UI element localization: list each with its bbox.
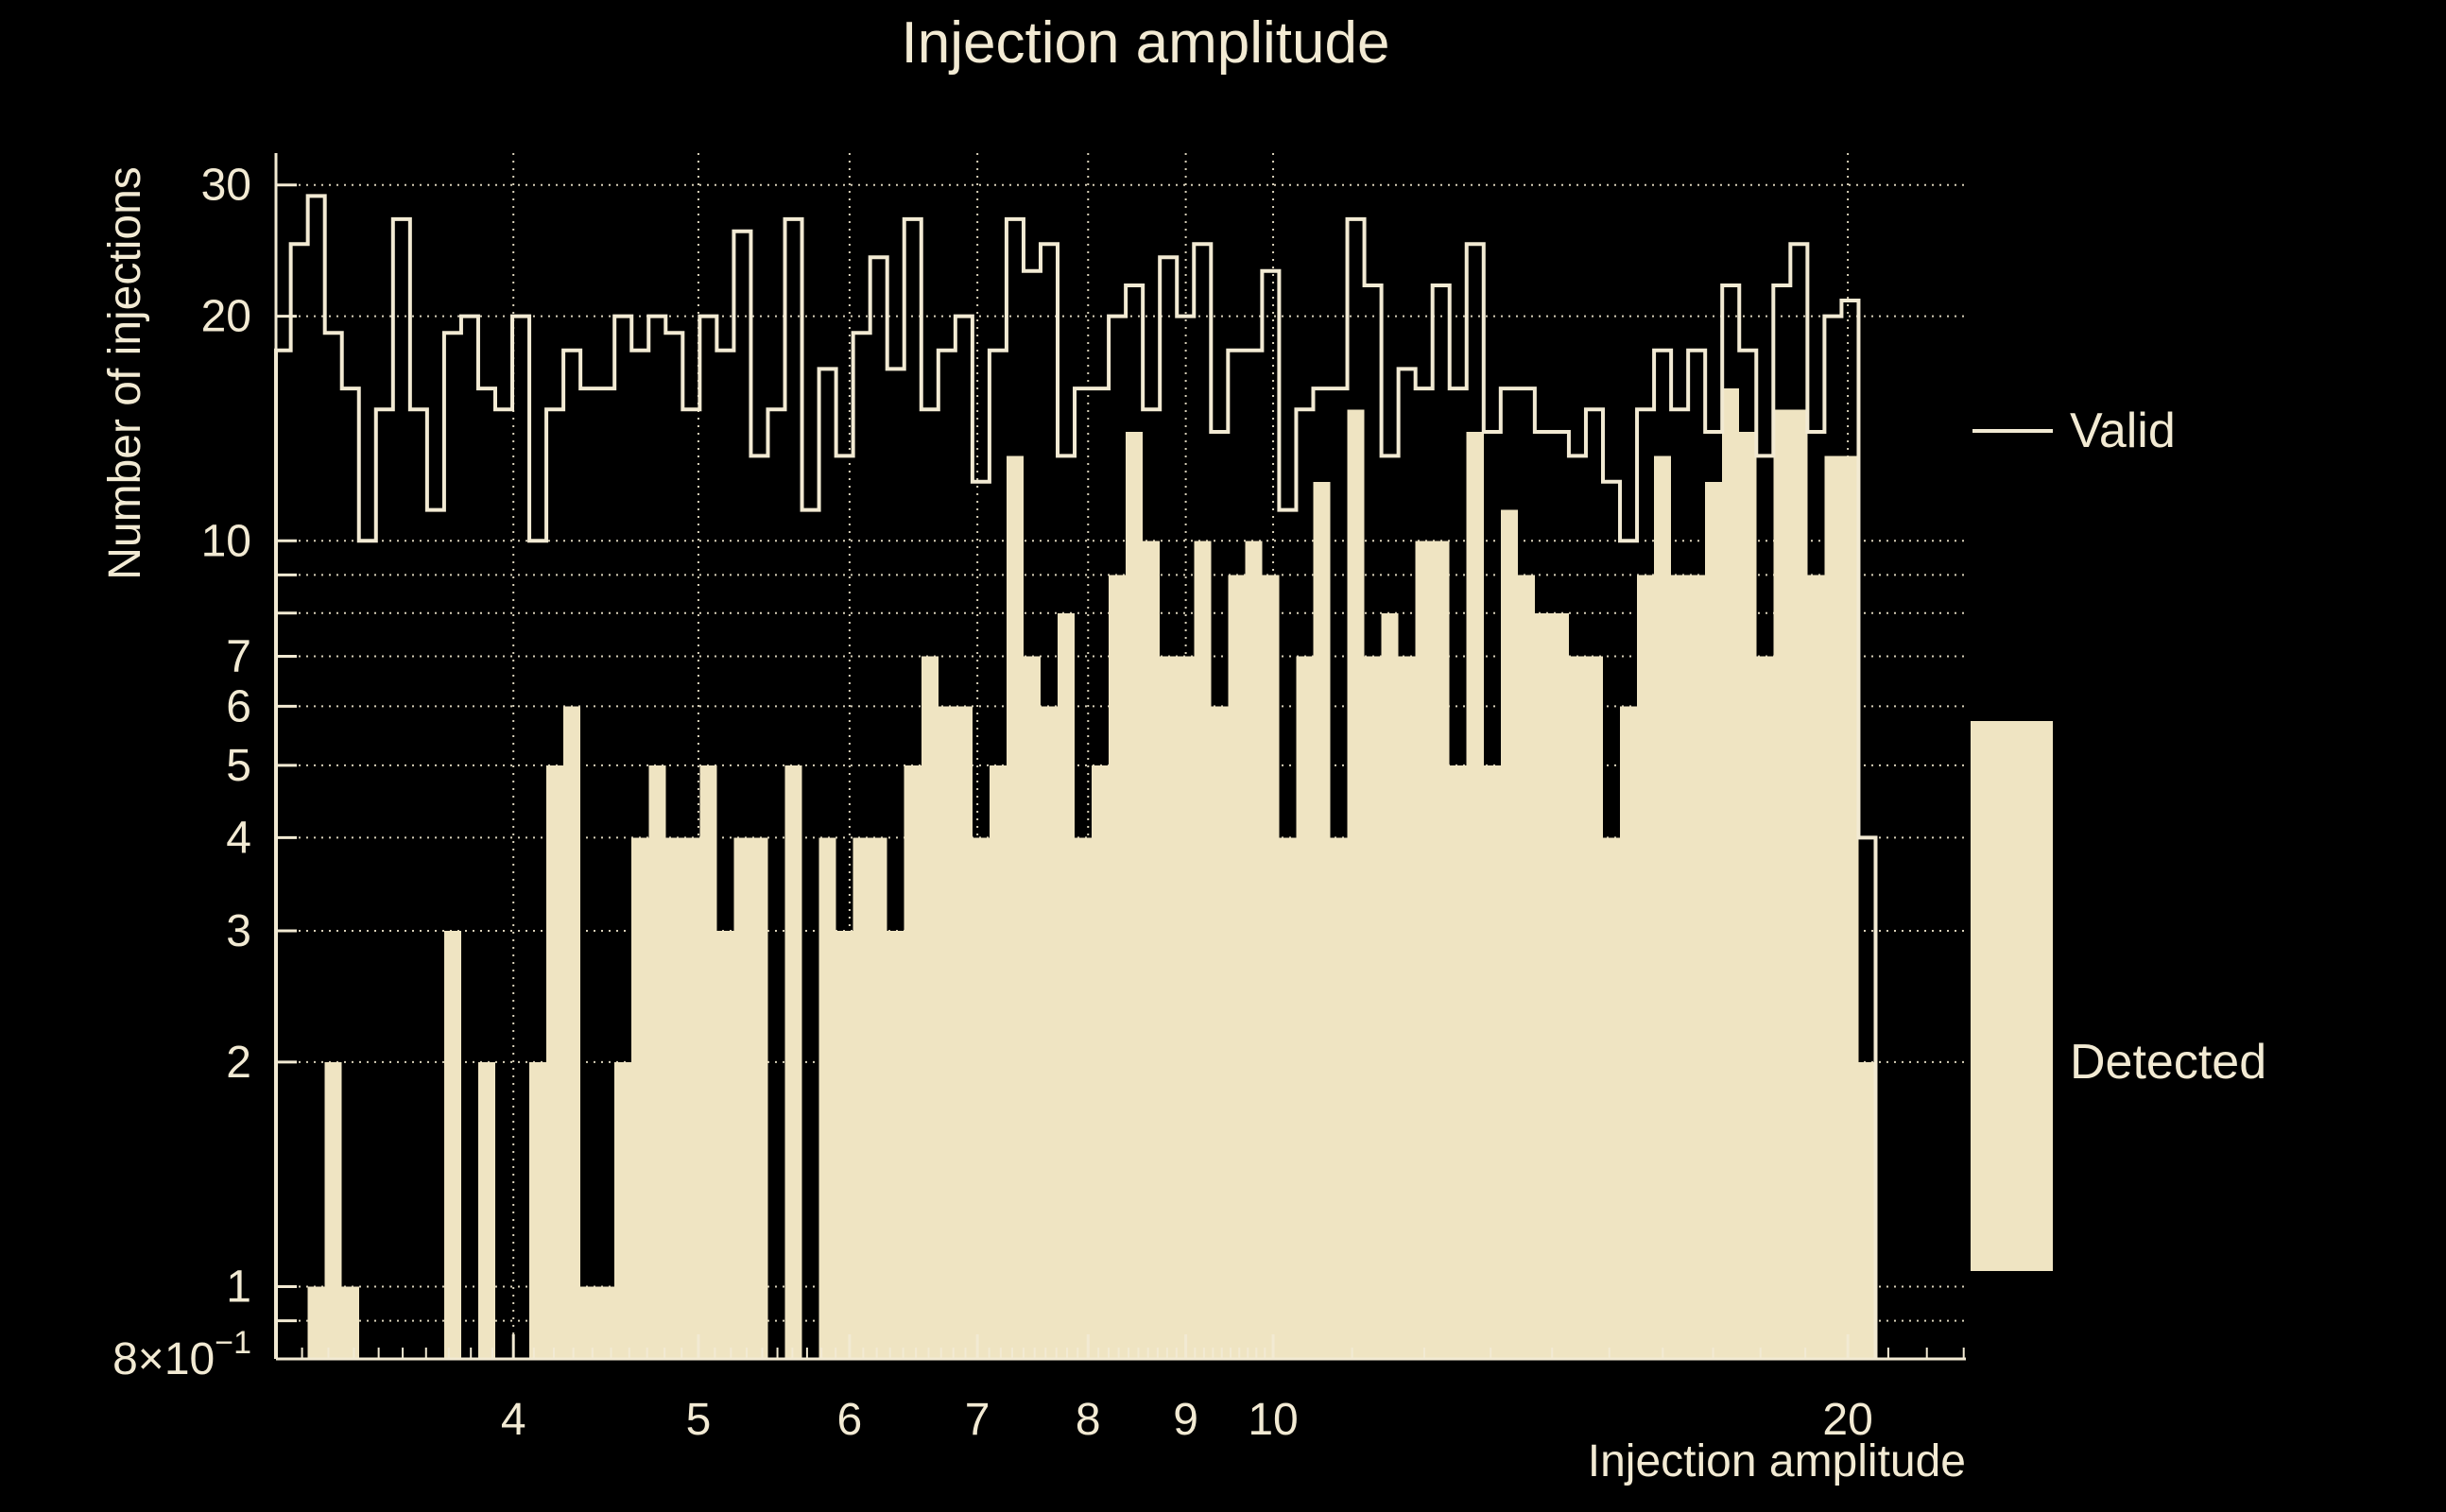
y-tick-label-30: 30 xyxy=(201,161,251,211)
y-tick-label-0.8: 8×10−1 xyxy=(112,1325,251,1384)
y-tick-label-1: 1 xyxy=(226,1263,251,1313)
chart-title: Injection amplitude xyxy=(902,10,1390,76)
y-tick-label-2: 2 xyxy=(226,1038,251,1088)
x-axis-label: Injection amplitude xyxy=(1588,1436,1966,1486)
legend-valid-label: Valid xyxy=(2070,404,2176,458)
x-tick-label-10: 10 xyxy=(1248,1395,1298,1445)
y-tick-label-20: 20 xyxy=(201,292,251,342)
x-tick-label-6: 6 xyxy=(837,1395,863,1445)
x-tick-label-8: 8 xyxy=(1076,1395,1101,1445)
y-tick-label-4: 4 xyxy=(226,813,251,863)
y-axis-label: Number of injections xyxy=(100,166,150,580)
x-tick-label-9: 9 xyxy=(1173,1395,1198,1445)
x-tick-label-4: 4 xyxy=(501,1395,526,1445)
detected-histogram-bars xyxy=(307,388,1876,1360)
valid-histogram-outline xyxy=(274,194,1878,1359)
y-tick-label-5: 5 xyxy=(226,741,251,791)
legend-detected-label: Detected xyxy=(2070,1035,2266,1090)
axes xyxy=(274,153,1966,1361)
x-tick-label-5: 5 xyxy=(686,1395,712,1445)
x-tick-label-20: 20 xyxy=(1822,1395,1872,1445)
y-tick-label-6: 6 xyxy=(226,681,251,731)
legend-detected-fill-swatch xyxy=(1971,721,2053,1271)
y-tick-label-3: 3 xyxy=(226,906,251,956)
y-tick-label-7: 7 xyxy=(226,632,251,682)
legend: Valid Detected xyxy=(1971,404,2266,1271)
x-tick-label-7: 7 xyxy=(965,1395,990,1445)
y-tick-label-10: 10 xyxy=(201,516,251,566)
